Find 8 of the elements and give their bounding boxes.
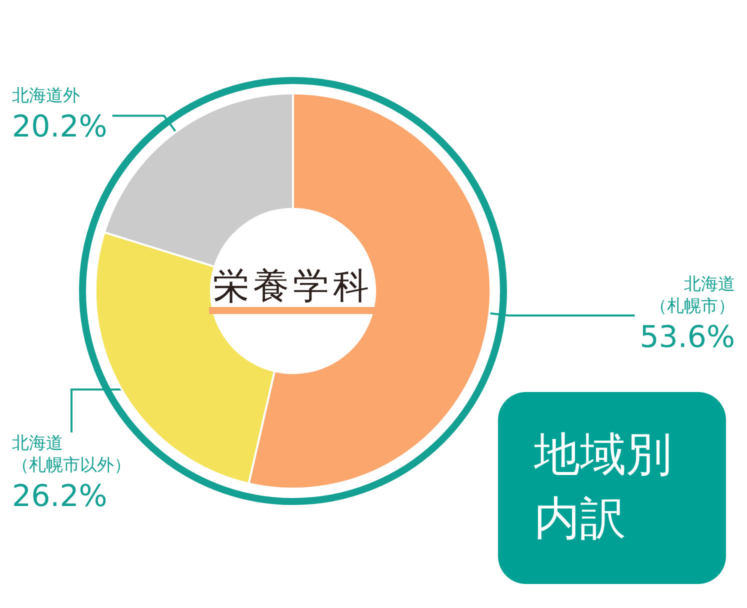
slice-label: 北海道（札幌市） xyxy=(650,274,735,317)
slice-label: 北海道外 xyxy=(12,86,80,106)
data-label: 20.2% xyxy=(12,109,108,144)
text: 栄養学科 xyxy=(209,266,377,314)
slice-label: 北海道（札幌市以外） xyxy=(12,433,131,476)
data-label: 53.6% xyxy=(640,320,735,356)
text: 地域別内訳 xyxy=(498,392,726,584)
data-label: 26.2% xyxy=(12,478,108,514)
